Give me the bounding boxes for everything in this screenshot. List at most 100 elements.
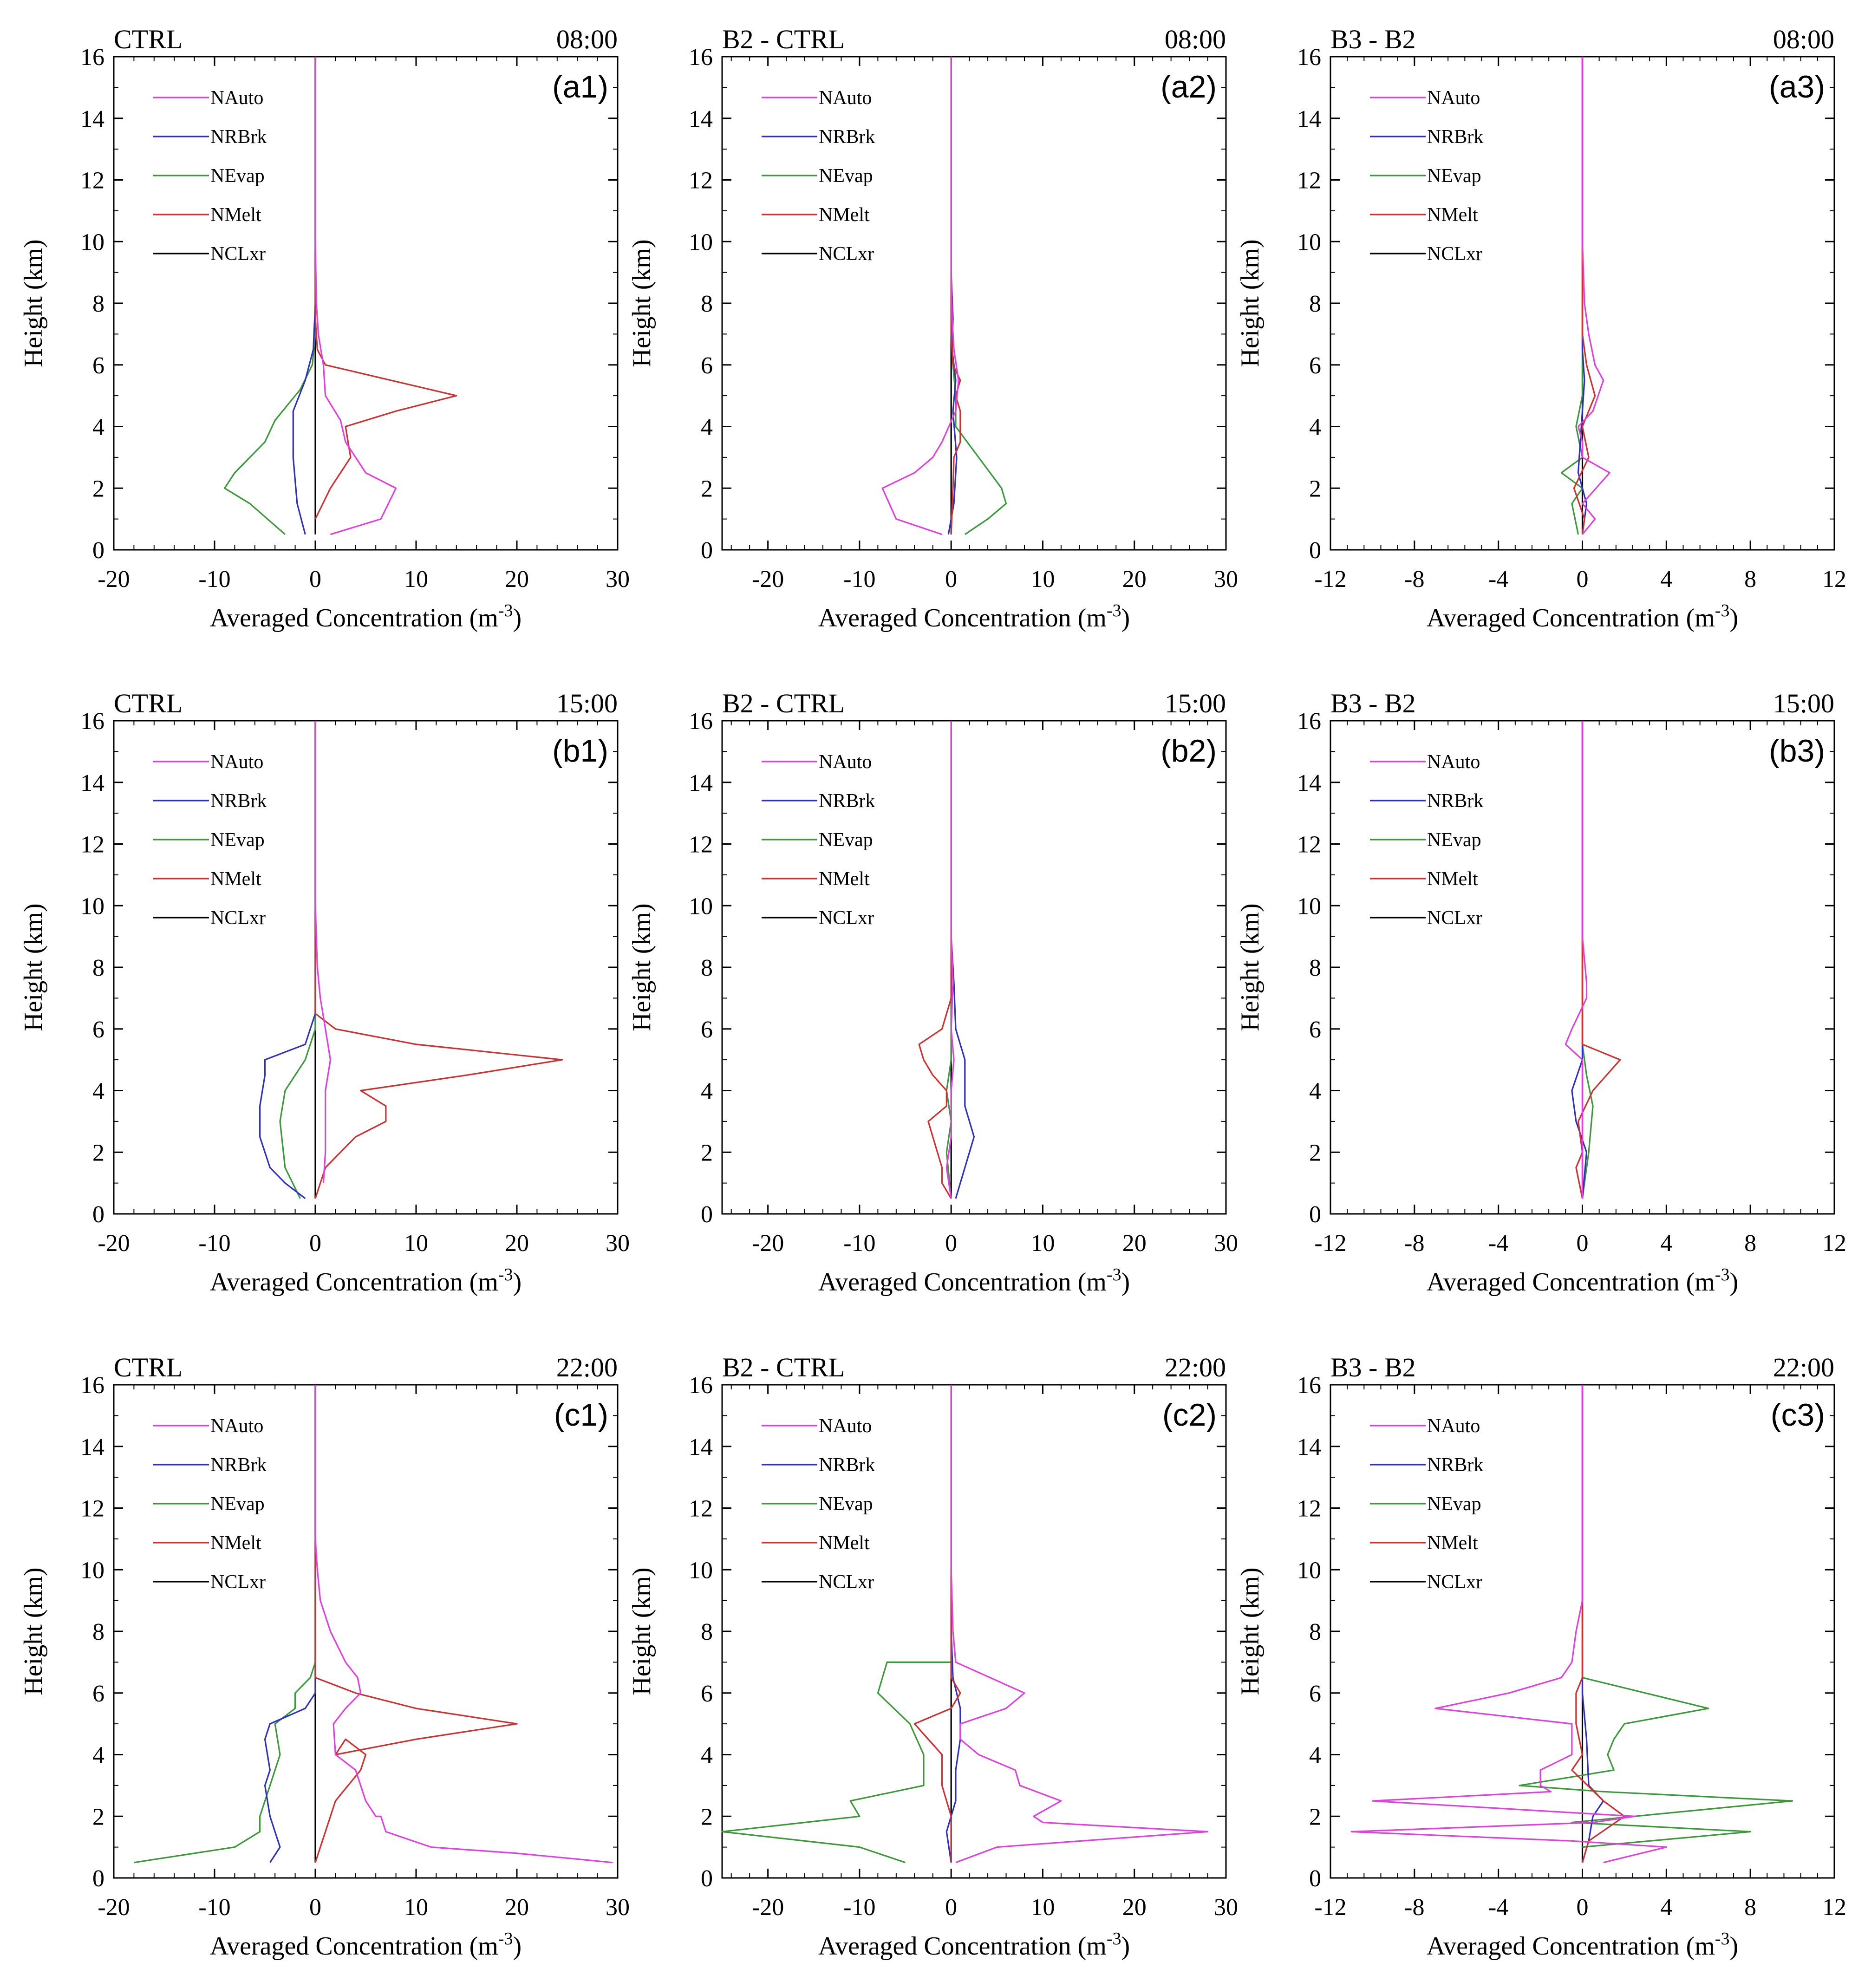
legend-label-nclxr: NCLxr bbox=[819, 1571, 874, 1593]
legend-label-nmelt: NMelt bbox=[210, 868, 261, 890]
legend-label-nevap: NEvap bbox=[210, 1493, 265, 1515]
x-tick-label: -20 bbox=[98, 566, 130, 593]
y-axis-title: Height (km) bbox=[1236, 239, 1265, 367]
y-tick-label: 6 bbox=[1309, 1017, 1321, 1043]
y-axis-title: Height (km) bbox=[19, 1567, 48, 1695]
x-tick-label: 10 bbox=[404, 1230, 428, 1257]
panel-c3: 0 2 4 6 8 10 12 14 16 -12 -8 -4 0 4 8 12 Averaged Concen… bbox=[1236, 1352, 1846, 1961]
x-axis-title: Averaged Concentration (m-3) bbox=[1427, 1265, 1738, 1297]
x-tick-label: 30 bbox=[1214, 566, 1238, 593]
series-line-nauto bbox=[945, 721, 955, 1199]
x-axis-title: Averaged Concentration (m-3) bbox=[1427, 1929, 1738, 1961]
panel-case-label: B3 - B2 bbox=[1330, 24, 1416, 54]
x-tick-label: -4 bbox=[1488, 566, 1508, 593]
x-tick-label: 8 bbox=[1744, 1894, 1756, 1921]
y-tick-label: 4 bbox=[92, 1742, 104, 1769]
y-tick-label: 8 bbox=[1309, 291, 1321, 317]
x-tick-label: -8 bbox=[1404, 1894, 1424, 1921]
panel-id-label: (c3) bbox=[1771, 1397, 1825, 1433]
series-line-nauto bbox=[881, 57, 959, 535]
y-tick-label: 8 bbox=[701, 1619, 713, 1645]
y-tick-label: 8 bbox=[92, 291, 104, 317]
legend-label-nrbrk: NRBrk bbox=[1427, 1454, 1483, 1476]
y-tick-label: 4 bbox=[1309, 414, 1321, 441]
y-tick-label: 2 bbox=[92, 1804, 104, 1830]
y-tick-label: 0 bbox=[701, 537, 713, 564]
y-tick-label: 10 bbox=[689, 893, 713, 919]
series-line-nevap bbox=[721, 1385, 952, 1864]
x-tick-label: 0 bbox=[1577, 566, 1589, 593]
x-tick-label: 4 bbox=[1660, 566, 1672, 593]
series-line-nmelt bbox=[314, 1385, 518, 1863]
y-tick-label: 12 bbox=[689, 168, 713, 194]
x-tick-label: 20 bbox=[505, 1230, 529, 1257]
panel-case-label: CTRL bbox=[114, 688, 183, 718]
panel-time-label: 08:00 bbox=[1773, 24, 1834, 54]
legend-label-nclxr: NCLxr bbox=[1427, 1571, 1482, 1593]
x-tick-label: -12 bbox=[1314, 566, 1346, 593]
legend-label-nevap: NEvap bbox=[1427, 165, 1481, 187]
y-tick-label: 0 bbox=[1309, 1201, 1321, 1228]
legend-label-nclxr: NCLxr bbox=[210, 243, 266, 265]
y-tick-label: 14 bbox=[80, 1434, 104, 1460]
y-tick-label: 16 bbox=[80, 708, 104, 735]
panel-time-label: 22:00 bbox=[1165, 1352, 1226, 1382]
panel-id-label: (a1) bbox=[552, 69, 608, 104]
x-tick-label: 0 bbox=[1577, 1230, 1589, 1257]
panel-a1: 0 2 4 6 8 10 12 14 16 -20 -10 0 10 20 30 Averaged Conce… bbox=[19, 24, 630, 632]
legend-label-nauto: NAuto bbox=[1427, 1415, 1480, 1437]
y-tick-label: 10 bbox=[1297, 229, 1321, 255]
y-tick-label: 12 bbox=[689, 832, 713, 858]
y-tick-label: 10 bbox=[1297, 893, 1321, 919]
y-tick-label: 16 bbox=[689, 1372, 713, 1399]
y-tick-label: 10 bbox=[689, 1557, 713, 1584]
y-tick-label: 12 bbox=[1297, 168, 1321, 194]
x-tick-label: 4 bbox=[1660, 1894, 1672, 1921]
series-line-nmelt bbox=[1571, 1385, 1625, 1863]
panel-id-label: (b3) bbox=[1769, 733, 1825, 769]
y-tick-label: 14 bbox=[689, 770, 713, 796]
y-tick-label: 2 bbox=[1309, 1804, 1321, 1830]
y-tick-label: 6 bbox=[92, 1017, 104, 1043]
x-tick-label: -20 bbox=[752, 1230, 784, 1257]
y-tick-label: 4 bbox=[701, 1742, 713, 1769]
plot-frame bbox=[113, 1384, 619, 1879]
x-tick-label: -10 bbox=[198, 566, 230, 593]
panel-case-label: B2 - CTRL bbox=[722, 1352, 845, 1382]
legend-label-nevap: NEvap bbox=[210, 829, 265, 851]
legend-label-nmelt: NMelt bbox=[819, 868, 870, 890]
y-tick-label: 2 bbox=[92, 1140, 104, 1166]
y-tick-label: 12 bbox=[80, 832, 104, 858]
y-tick-label: 8 bbox=[1309, 955, 1321, 981]
y-tick-label: 16 bbox=[1297, 44, 1321, 71]
y-tick-label: 6 bbox=[701, 1017, 713, 1043]
x-tick-label: 12 bbox=[1822, 1894, 1846, 1921]
x-tick-label: -8 bbox=[1404, 1230, 1424, 1257]
series-line-nauto bbox=[314, 1385, 613, 1864]
series-line-nrbrk bbox=[1577, 57, 1588, 535]
legend-label-nevap: NEvap bbox=[1427, 829, 1481, 851]
y-axis-title: Height (km) bbox=[627, 903, 656, 1031]
y-tick-label: 6 bbox=[1309, 1681, 1321, 1707]
series-line-nauto bbox=[314, 57, 397, 535]
legend-label-nauto: NAuto bbox=[210, 1415, 263, 1437]
y-tick-label: 6 bbox=[92, 352, 104, 379]
y-tick-label: 10 bbox=[80, 1557, 104, 1584]
legend-label-nclxr: NCLxr bbox=[210, 1571, 266, 1593]
panel-a2: 0 2 4 6 8 10 12 14 16 -20 -10 0 10 20 30 Averaged Conce… bbox=[627, 24, 1238, 632]
y-axis-title: Height (km) bbox=[1236, 903, 1265, 1031]
legend-label-nclxr: NCLxr bbox=[819, 907, 874, 929]
series-line-nauto bbox=[1350, 1385, 1667, 1864]
y-tick-label: 8 bbox=[92, 1619, 104, 1645]
x-tick-label: 10 bbox=[1030, 566, 1055, 593]
legend-label-nevap: NEvap bbox=[819, 1493, 873, 1515]
panel-c1: 0 2 4 6 8 10 12 14 16 -20 -10 0 10 20 30 Averaged Conce… bbox=[19, 1352, 630, 1961]
series-line-nevap bbox=[279, 721, 316, 1199]
panel-case-label: CTRL bbox=[114, 1352, 183, 1382]
x-tick-label: 4 bbox=[1660, 1230, 1672, 1257]
y-axis-title: Height (km) bbox=[19, 903, 48, 1031]
panel-time-label: 22:00 bbox=[1773, 1352, 1834, 1382]
legend-label-nclxr: NCLxr bbox=[819, 243, 874, 265]
x-tick-label: 0 bbox=[945, 566, 957, 593]
y-tick-label: 10 bbox=[80, 893, 104, 919]
